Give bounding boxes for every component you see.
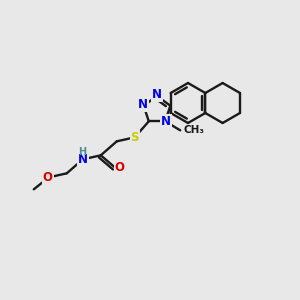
Text: N: N [78,153,88,166]
Text: N: N [161,115,171,128]
Text: N: N [138,98,148,111]
Text: O: O [115,161,125,174]
Text: H: H [78,147,86,157]
Text: S: S [130,131,139,144]
Text: CH₃: CH₃ [183,125,204,135]
Text: N: N [152,88,162,101]
Text: O: O [43,171,53,184]
